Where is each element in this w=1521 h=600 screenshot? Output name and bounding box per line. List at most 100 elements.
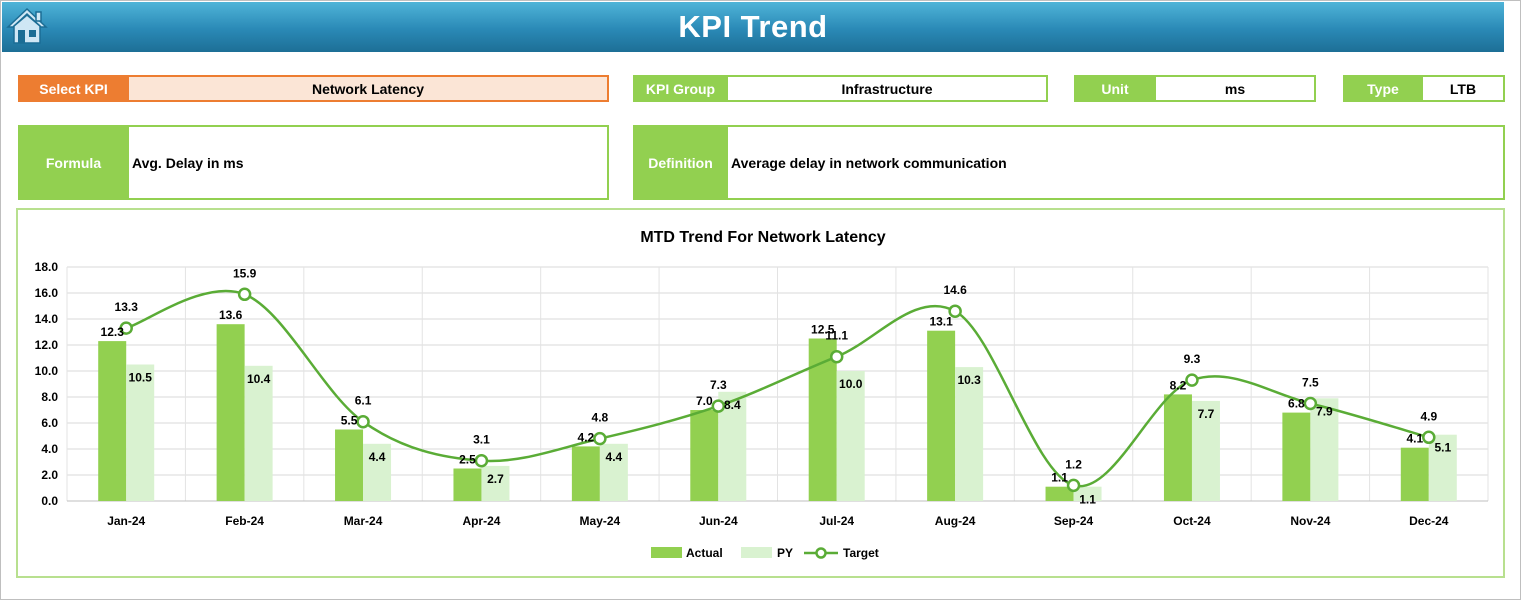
x-tick-label: Feb-24 bbox=[225, 514, 264, 528]
kpi-group-label: KPI Group bbox=[633, 75, 728, 102]
target-data-label: 4.8 bbox=[592, 411, 609, 425]
target-data-label: 9.3 bbox=[1184, 352, 1201, 366]
page-title: KPI Trend bbox=[678, 9, 828, 44]
y-tick-label: 10.0 bbox=[35, 364, 59, 378]
legend-swatch-target-marker bbox=[815, 547, 827, 559]
type-field: Type LTB bbox=[1343, 75, 1505, 102]
py-data-label: 10.4 bbox=[247, 372, 271, 386]
target-data-label: 13.3 bbox=[115, 300, 139, 314]
target-marker bbox=[474, 453, 489, 468]
definition-box: Definition Average delay in network comm… bbox=[633, 125, 1505, 200]
bar-actual bbox=[335, 429, 364, 501]
py-data-label: 10.3 bbox=[957, 373, 981, 387]
target-marker bbox=[1422, 430, 1436, 445]
actual-data-label: 7.0 bbox=[696, 394, 713, 408]
page-header: KPI Trend bbox=[2, 2, 1504, 52]
unit-label: Unit bbox=[1074, 75, 1156, 102]
target-marker bbox=[1066, 478, 1081, 493]
py-data-label: 10.5 bbox=[129, 371, 153, 385]
type-label: Type bbox=[1343, 75, 1423, 102]
target-data-label: 4.9 bbox=[1420, 409, 1437, 423]
target-marker bbox=[237, 287, 252, 302]
actual-data-label: 8.2 bbox=[1170, 378, 1187, 392]
x-tick-label: Aug-24 bbox=[935, 514, 976, 528]
target-marker bbox=[119, 321, 133, 335]
target-data-label: 6.1 bbox=[355, 394, 372, 408]
bar-actual bbox=[1163, 394, 1192, 501]
target-data-label: 7.3 bbox=[710, 378, 727, 392]
x-tick-label: Oct-24 bbox=[1173, 514, 1211, 528]
target-marker bbox=[829, 349, 844, 364]
legend-label-py: PY bbox=[777, 546, 793, 560]
chart-panel: MTD Trend For Network Latency 0.0 2.0 4.0 6… bbox=[16, 208, 1505, 578]
actual-data-label: 13.1 bbox=[929, 315, 953, 329]
actual-data-label: 4.1 bbox=[1406, 432, 1423, 446]
target-data-label: 7.5 bbox=[1302, 376, 1319, 390]
target-marker bbox=[356, 414, 370, 429]
target-data-label: 14.6 bbox=[943, 283, 967, 297]
bar-py bbox=[1428, 434, 1457, 501]
bar-py bbox=[244, 365, 273, 501]
x-tick-label: Sep-24 bbox=[1054, 514, 1094, 528]
bar-actual bbox=[1400, 447, 1429, 501]
target-data-label: 15.9 bbox=[233, 266, 257, 280]
formula-label: Formula bbox=[18, 125, 129, 200]
chart-title: MTD Trend For Network Latency bbox=[640, 229, 885, 246]
formula-value: Avg. Delay in ms bbox=[129, 125, 609, 200]
target-marker bbox=[1185, 373, 1199, 387]
target-marker bbox=[711, 399, 726, 413]
unit-field: Unit ms bbox=[1074, 75, 1316, 102]
bar-py bbox=[1191, 400, 1220, 501]
py-data-label: 4.4 bbox=[606, 450, 623, 464]
select-kpi-dropdown[interactable]: Network Latency bbox=[129, 75, 609, 102]
actual-data-label: 12.3 bbox=[101, 325, 125, 339]
legend-label-target: Target bbox=[843, 546, 879, 560]
actual-data-label: 2.5 bbox=[459, 453, 476, 467]
bar-actual bbox=[1282, 412, 1311, 501]
bar-py bbox=[836, 371, 865, 501]
legend-swatch-actual bbox=[651, 547, 682, 558]
bar-actual bbox=[1045, 486, 1074, 501]
bar-actual bbox=[98, 341, 127, 501]
actual-data-label: 12.5 bbox=[811, 323, 835, 337]
py-data-label: 10.0 bbox=[839, 377, 863, 391]
bar-py bbox=[126, 364, 155, 501]
unit-value: ms bbox=[1156, 75, 1316, 102]
actual-data-label: 4.2 bbox=[578, 430, 595, 444]
py-data-label: 8.4 bbox=[724, 398, 741, 412]
select-kpi-field: Select KPI Network Latency bbox=[18, 75, 609, 102]
home-icon[interactable] bbox=[5, 6, 49, 46]
py-data-label: 1.1 bbox=[1079, 493, 1096, 507]
y-tick-label: 8.0 bbox=[41, 390, 58, 404]
bar-py bbox=[599, 443, 628, 501]
actual-data-label: 1.1 bbox=[1051, 471, 1068, 485]
py-data-label: 7.9 bbox=[1316, 404, 1333, 418]
x-tick-label: Jul-24 bbox=[819, 514, 854, 528]
py-data-label: 2.7 bbox=[487, 472, 504, 486]
bar-py bbox=[363, 443, 392, 501]
y-tick-label: 0.0 bbox=[41, 494, 58, 508]
kpi-group-value: Infrastructure bbox=[728, 75, 1048, 102]
target-marker bbox=[948, 304, 962, 318]
select-kpi-label: Select KPI bbox=[18, 75, 129, 102]
y-tick-label: 18.0 bbox=[35, 260, 59, 274]
bar-py bbox=[1073, 486, 1102, 501]
y-tick-label: 16.0 bbox=[35, 286, 59, 300]
actual-data-label: 6.8 bbox=[1288, 397, 1305, 411]
x-tick-label: Dec-24 bbox=[1409, 514, 1449, 528]
target-marker bbox=[1303, 396, 1318, 411]
bar-actual bbox=[690, 410, 719, 501]
bar-py bbox=[955, 367, 984, 501]
bar-py bbox=[481, 465, 510, 501]
definition-value: Average delay in network communication bbox=[728, 125, 1505, 200]
legend-label-actual: Actual bbox=[686, 546, 723, 560]
x-tick-label: Jan-24 bbox=[107, 514, 145, 528]
y-tick-label: 4.0 bbox=[41, 442, 58, 456]
py-data-label: 4.4 bbox=[369, 450, 386, 464]
y-tick-label: 2.0 bbox=[41, 468, 58, 482]
target-data-label: 3.1 bbox=[473, 433, 490, 447]
formula-box: Formula Avg. Delay in ms bbox=[18, 125, 609, 200]
x-tick-label: Apr-24 bbox=[462, 514, 500, 528]
legend-swatch-py bbox=[741, 547, 772, 558]
bar-actual bbox=[927, 330, 956, 501]
